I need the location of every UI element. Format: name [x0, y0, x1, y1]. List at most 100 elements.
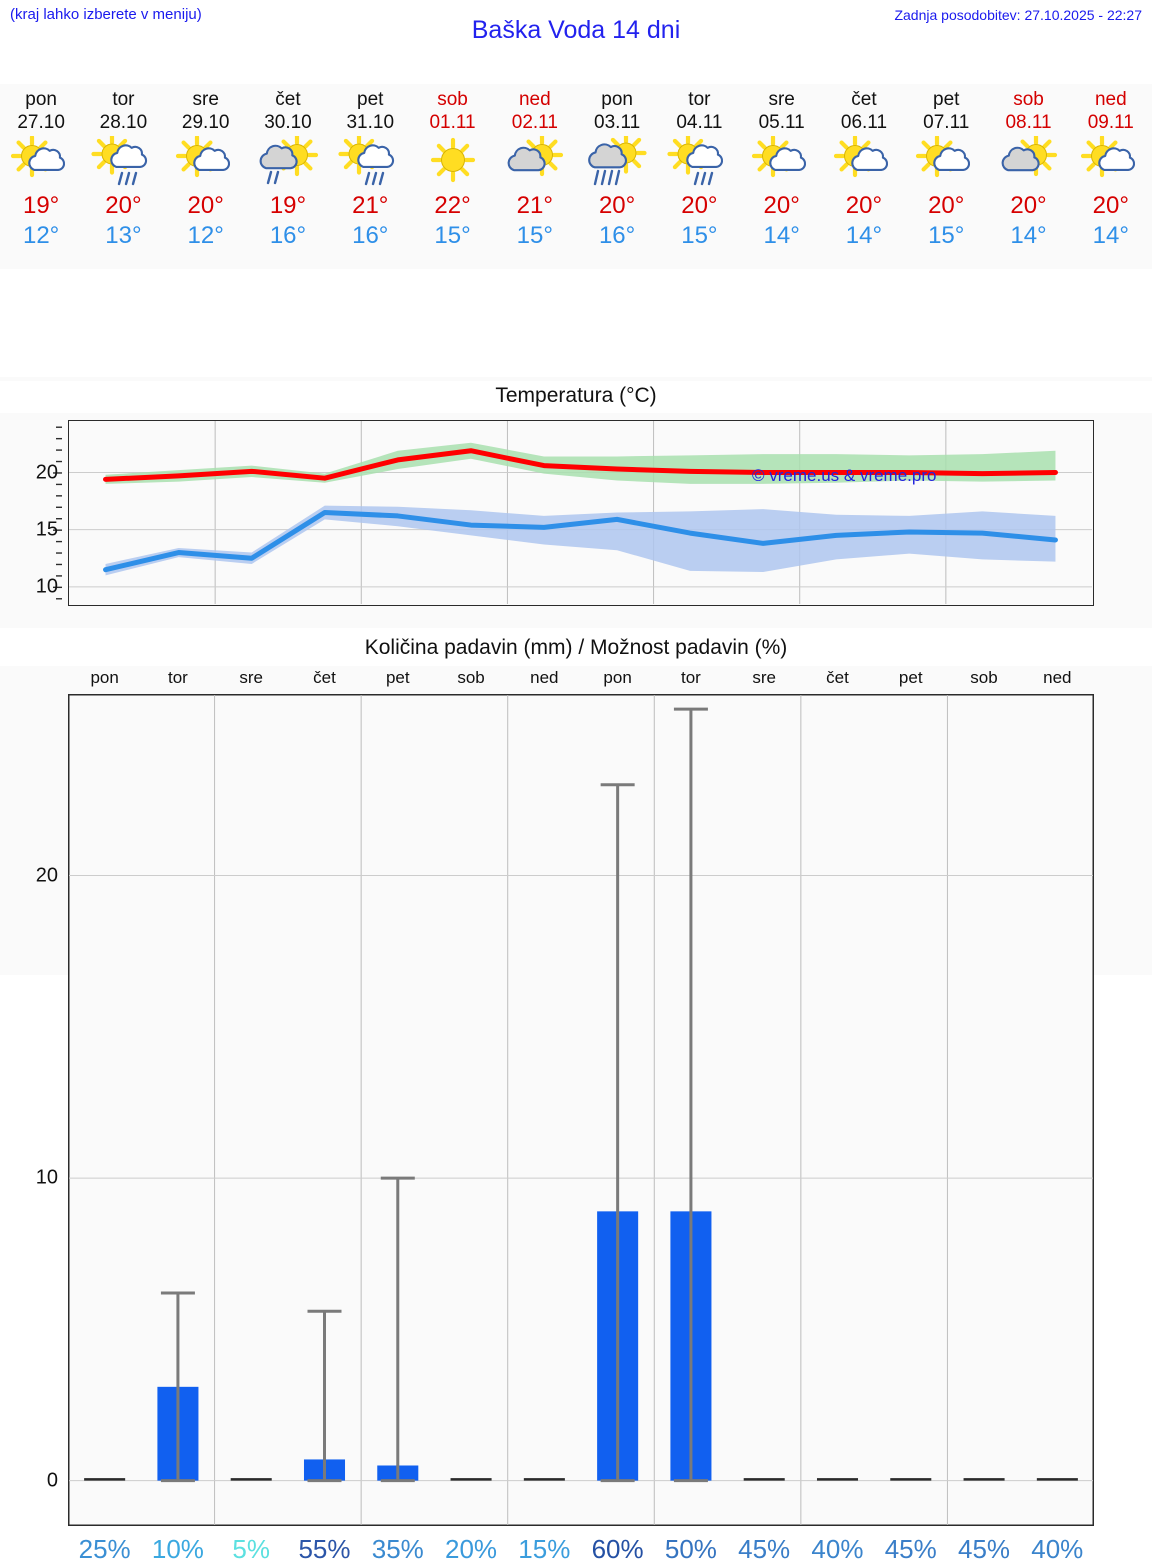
page-title: Baška Voda 14 dni	[471, 16, 681, 44]
forecast-day-name: pet	[357, 89, 384, 110]
temperature-y-axis: 10 15 20	[0, 420, 62, 606]
forecast-day-column[interactable]: sre 05.11 20° 14°	[741, 84, 823, 269]
forecast-temp-min: 14°	[1010, 222, 1047, 249]
forecast-temp-min: 15°	[516, 222, 553, 249]
divider-band	[0, 377, 1152, 381]
forecast-day-name: pet	[933, 89, 960, 110]
forecast-temp-max: 20°	[1010, 192, 1047, 219]
forecast-day-name: ned	[518, 89, 551, 110]
forecast-day-column[interactable]: sob 08.11 20° 14°	[987, 84, 1069, 269]
precipitation-day-label: ned	[1043, 668, 1072, 687]
precipitation-day-label: pon	[603, 668, 632, 687]
page-header: (kraj lahko izberete v meniju) Baška Vod…	[0, 0, 1152, 62]
precipitation-probability-label: 25%	[78, 1534, 131, 1564]
forecast-day-name: čet	[275, 89, 301, 110]
forecast-day-date: 31.10	[346, 112, 395, 133]
precipitation-day-label: tor	[168, 668, 188, 687]
forecast-temp-min: 15°	[928, 222, 965, 249]
precipitation-day-label: pet	[898, 668, 923, 687]
watermark-text: © vreme.us & vreme.pro	[752, 466, 937, 485]
temperature-y-tick-label: 10	[35, 575, 58, 598]
precipitation-day-label: čet	[313, 668, 336, 687]
forecast-day-name: sre	[192, 89, 219, 110]
temperature-line-chart	[69, 421, 1092, 604]
forecast-temp-min: 12°	[22, 222, 60, 249]
forecast-day-column[interactable]: tor 28.10 20° 13°	[82, 84, 164, 269]
forecast-day-name: pon	[601, 89, 633, 110]
cloud-sun-rain-icon	[255, 136, 321, 188]
precipitation-y-tick-label: 20	[35, 864, 58, 887]
forecast-day-date: 01.11	[429, 112, 476, 133]
precipitation-bar-chart	[68, 694, 1094, 1526]
precipitation-day-labels: pon tor sre čet pet sob ned pon tor sre čet pet sob n…	[68, 668, 1094, 690]
forecast-day-name: tor	[688, 89, 711, 110]
forecast-day-name: sob	[437, 89, 468, 110]
forecast-day-date: 27.10	[17, 112, 65, 133]
precipitation-probability-label: 60%	[591, 1534, 644, 1564]
precipitation-day-label: sre	[239, 668, 264, 687]
sun-cloud-icon	[749, 136, 815, 188]
forecast-day-column[interactable]: pon 03.11 20° 16°	[576, 84, 658, 269]
sun-cloud-rain-icon	[337, 136, 403, 188]
forecast-day-name: tor	[112, 89, 135, 110]
sun-cloud-icon	[8, 136, 74, 188]
sun-cloud-icon	[1078, 136, 1144, 188]
precipitation-y-axis: 0 10 20	[0, 694, 62, 1524]
precipitation-day-label: pet	[385, 668, 410, 687]
forecast-day-date: 07.11	[923, 112, 970, 133]
precipitation-probability-row: 25% 10% 5% 55% 35% 20% 15% 60% 50% 45% 40% 45% 45% 40…	[68, 1532, 1094, 1568]
forecast-temp-max: 20°	[763, 192, 800, 219]
precipitation-probability-label: 20%	[445, 1534, 498, 1564]
temperature-y-tick-label: 15	[35, 518, 58, 541]
forecast-temp-max: 19°	[22, 192, 60, 219]
forecast-day-date: 28.10	[99, 112, 148, 133]
precipitation-probability-label: 40%	[811, 1534, 864, 1564]
forecast-day-name: ned	[1094, 89, 1127, 110]
forecast-temp-max: 20°	[598, 192, 636, 219]
forecast-day-column[interactable]: sob 01.11 22° 15°	[411, 84, 493, 269]
temperature-plot-area	[68, 420, 1094, 606]
forecast-day-column[interactable]: ned 02.11 21° 15°	[494, 84, 576, 269]
precipitation-day-label: pon	[90, 668, 119, 687]
sun-cloud-rain-icon	[90, 136, 156, 188]
forecast-temp-min: 15°	[434, 222, 471, 249]
forecast-temp-min: 13°	[105, 222, 142, 249]
cloud-sun-icon	[996, 136, 1062, 188]
precipitation-chart-block: Količina padavin (mm) / Možnost padavin …	[0, 632, 1152, 1564]
precipitation-probability-label: 35%	[371, 1534, 424, 1564]
sun-cloud-rain-icon	[666, 136, 732, 188]
forecast-day-column[interactable]: sre 29.10 20° 12°	[165, 84, 247, 269]
forecast-temp-max: 20°	[1092, 192, 1129, 219]
forecast-day-column[interactable]: pon 27.10 19° 12°	[0, 84, 82, 269]
precipitation-day-label: tor	[680, 668, 701, 687]
sun-cloud-icon	[173, 136, 239, 188]
precipitation-probability-label: 55%	[298, 1534, 351, 1564]
forecast-temp-min: 14°	[763, 222, 800, 249]
forecast-day-date: 04.11	[676, 112, 723, 133]
forecast-day-column[interactable]: čet 06.11 20° 14°	[823, 84, 905, 269]
spacer-band	[0, 269, 1152, 379]
forecast-day-column[interactable]: pet 31.10 21° 16°	[329, 84, 411, 269]
forecast-day-column[interactable]: čet 30.10 19° 16°	[247, 84, 329, 269]
precipitation-probability-label: 40%	[1031, 1534, 1084, 1564]
daily-forecast-strip: pon 27.10 19° 12° tor 28.10 20° 13° sre 29.10 20° 1…	[0, 84, 1152, 269]
forecast-day-column[interactable]: tor 04.11 20° 15°	[658, 84, 740, 269]
precipitation-probability-label: 10%	[151, 1534, 204, 1564]
forecast-temp-min: 16°	[269, 222, 307, 249]
precipitation-probability-label: 5%	[232, 1534, 270, 1564]
sun-cloud-icon	[831, 136, 897, 188]
precipitation-probability-label: 50%	[664, 1534, 717, 1564]
forecast-day-column[interactable]: ned 09.11 20° 14°	[1070, 84, 1152, 269]
precipitation-chart-title: Količina padavin (mm) / Možnost padavin …	[0, 632, 1152, 666]
last-updated-text: Zadnja posodobitev: 27.10.2025 - 22:27	[894, 7, 1142, 23]
precipitation-probability-label: 45%	[884, 1534, 937, 1564]
forecast-temp-max: 21°	[516, 192, 553, 219]
temperature-chart-title: Temperatura (°C)	[0, 381, 1152, 413]
sun-icon	[420, 136, 486, 188]
cloud-sun-rain-heavy-icon	[584, 136, 650, 188]
forecast-temp-min: 16°	[598, 222, 636, 249]
precipitation-day-label: sob	[457, 668, 485, 687]
forecast-day-date: 06.11	[840, 112, 888, 133]
sun-cloud-icon	[913, 136, 979, 188]
forecast-day-column[interactable]: pet 07.11 20° 15°	[905, 84, 987, 269]
